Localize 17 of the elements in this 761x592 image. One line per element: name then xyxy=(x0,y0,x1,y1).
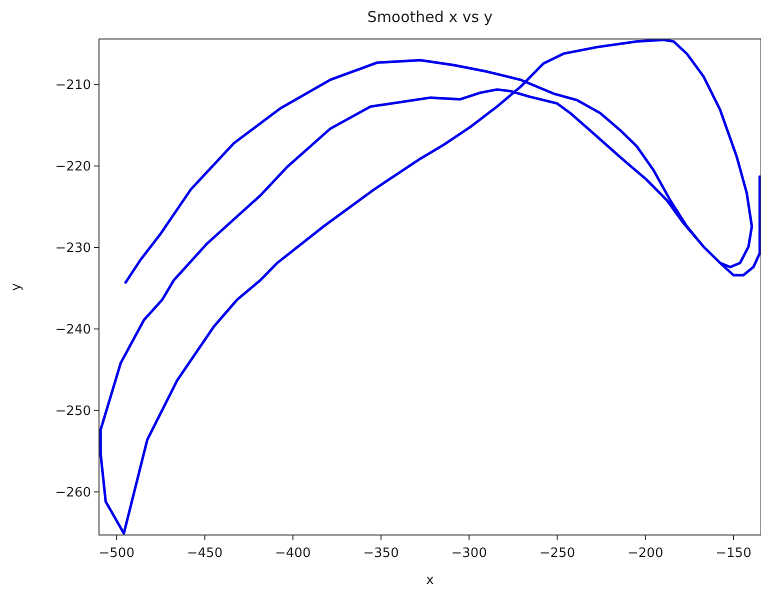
y-tick-label: −260 xyxy=(55,485,91,500)
x-tick-label: −150 xyxy=(716,546,752,561)
x-tick-label: −450 xyxy=(186,546,223,561)
x-tick-label: −400 xyxy=(275,546,311,561)
y-tick-label: −250 xyxy=(55,404,91,419)
x-tick-label: −250 xyxy=(539,546,576,561)
y-tick-label: −240 xyxy=(55,322,91,338)
x-axis-title: x xyxy=(426,573,434,588)
chart-title: Smoothed x vs y xyxy=(367,8,493,26)
y-tick-label: −220 xyxy=(55,160,91,175)
y-tick-label: −230 xyxy=(55,241,91,256)
x-tick-label: −500 xyxy=(98,546,134,561)
x-tick-label: −300 xyxy=(451,546,487,561)
x-tick-label: −350 xyxy=(363,546,399,561)
y-tick-label: −210 xyxy=(55,78,91,94)
x-tick-label: −200 xyxy=(628,546,664,561)
y-axis-title: y xyxy=(9,282,24,291)
